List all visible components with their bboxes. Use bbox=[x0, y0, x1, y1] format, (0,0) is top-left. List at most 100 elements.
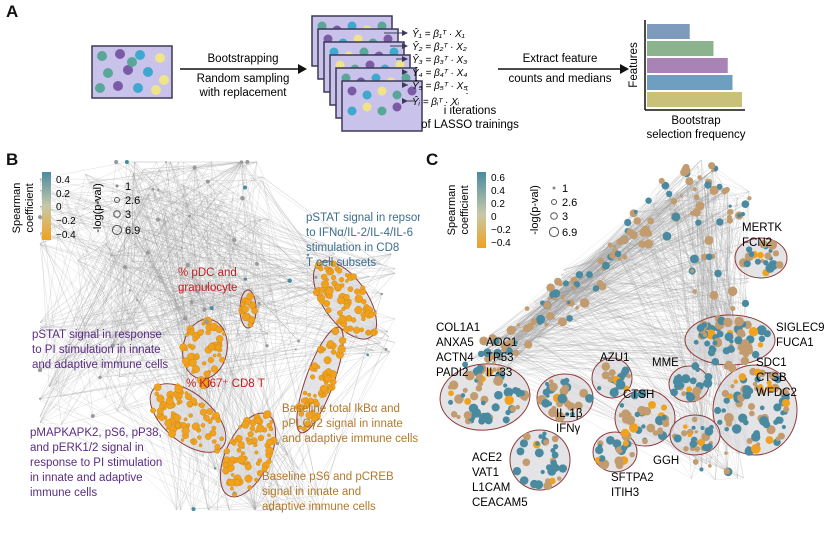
network-edge bbox=[39, 206, 261, 220]
network-edge bbox=[524, 334, 711, 358]
network-node bbox=[557, 393, 568, 404]
network-edge bbox=[245, 264, 382, 280]
network-node bbox=[353, 326, 361, 334]
network-node bbox=[766, 384, 775, 393]
network-edge bbox=[157, 247, 183, 277]
network-node bbox=[98, 375, 102, 380]
network-node bbox=[652, 430, 659, 436]
svg-text:SDC1: SDC1 bbox=[756, 357, 787, 369]
bootstrap-dot bbox=[407, 86, 417, 96]
network-edge bbox=[190, 303, 260, 511]
network-node bbox=[345, 314, 353, 322]
network-node bbox=[227, 478, 236, 487]
network-edge bbox=[39, 167, 195, 423]
svg-text:SFTPA2: SFTPA2 bbox=[611, 472, 654, 484]
network-edge bbox=[39, 210, 139, 417]
network-edge bbox=[39, 178, 196, 363]
network-edge bbox=[39, 178, 162, 301]
network-node bbox=[723, 397, 730, 404]
network-node bbox=[240, 196, 245, 201]
network-edge bbox=[59, 348, 297, 397]
network-node bbox=[380, 292, 384, 296]
network-node bbox=[456, 414, 461, 420]
network-node bbox=[670, 388, 678, 397]
network-edge bbox=[80, 333, 268, 336]
network-edge bbox=[254, 220, 317, 288]
network-node bbox=[203, 415, 210, 422]
network-node bbox=[752, 381, 758, 387]
network-node bbox=[564, 400, 572, 408]
network-edge bbox=[134, 161, 153, 190]
network-node bbox=[542, 388, 550, 396]
equation-arrowhead bbox=[402, 43, 408, 49]
network-node bbox=[555, 412, 566, 422]
network-edge bbox=[112, 318, 186, 346]
network-node bbox=[567, 300, 571, 305]
network-node bbox=[717, 419, 723, 425]
network-node bbox=[704, 235, 714, 245]
network-edge bbox=[730, 198, 750, 279]
network-edge bbox=[123, 185, 185, 217]
network-node bbox=[256, 470, 263, 477]
network-node bbox=[585, 393, 594, 403]
equation-arrowhead bbox=[402, 30, 408, 36]
network-node bbox=[541, 399, 551, 408]
network-node bbox=[748, 326, 759, 337]
network-node bbox=[622, 440, 629, 447]
sample-dot bbox=[103, 68, 113, 78]
network-node bbox=[191, 507, 196, 511]
spearman-legend: Spearman coefficient 0.4 0.2 0 −0.2 −0.4 bbox=[11, 172, 76, 241]
network-edge bbox=[99, 249, 148, 378]
network-node bbox=[721, 188, 728, 195]
label-pstat-cd8: pSTAT signal in repsonse to IFNα/IL-2/IL… bbox=[306, 212, 420, 269]
sample-dot bbox=[143, 67, 153, 77]
sample-dot bbox=[159, 75, 169, 85]
network-edge bbox=[39, 190, 165, 223]
label-azu: AZU1 bbox=[600, 352, 629, 364]
network-edge bbox=[85, 174, 344, 262]
network-node bbox=[595, 445, 604, 455]
spearman-tick: −0.4 bbox=[491, 238, 511, 249]
network-node bbox=[330, 378, 337, 386]
network-edge bbox=[39, 231, 133, 417]
bootstrap-dot bbox=[347, 86, 357, 96]
network-edge bbox=[39, 244, 107, 369]
network-node bbox=[122, 265, 128, 270]
network-node bbox=[128, 289, 131, 292]
network-edge bbox=[129, 290, 268, 346]
network-node bbox=[240, 451, 246, 456]
network-edge bbox=[563, 244, 643, 270]
network-edge bbox=[96, 201, 194, 510]
frequency-bar bbox=[647, 92, 742, 107]
network-node bbox=[233, 238, 236, 242]
network-edge bbox=[39, 286, 207, 329]
network-node bbox=[580, 298, 590, 308]
network-edge bbox=[560, 213, 720, 296]
network-node bbox=[629, 451, 635, 458]
network-node bbox=[767, 240, 778, 250]
network-node bbox=[655, 416, 663, 423]
network-edge bbox=[39, 216, 125, 417]
network-edge bbox=[494, 369, 703, 456]
network-node bbox=[566, 315, 573, 322]
network-node bbox=[366, 330, 371, 335]
network-edge bbox=[39, 349, 296, 370]
network-edge bbox=[126, 291, 174, 314]
network-edge bbox=[194, 166, 202, 285]
network-node bbox=[475, 385, 483, 392]
network-edge bbox=[619, 188, 718, 260]
network-node bbox=[723, 317, 733, 328]
network-node bbox=[244, 463, 252, 471]
bootstrap-dot bbox=[392, 102, 402, 112]
network-node bbox=[153, 383, 162, 392]
svg-text:ACE2: ACE2 bbox=[472, 452, 502, 464]
network-node bbox=[222, 467, 230, 475]
network-node bbox=[751, 350, 760, 359]
network-node bbox=[313, 368, 318, 372]
spearman-title-1: Spearman bbox=[446, 185, 458, 236]
spearman-tick: −0.2 bbox=[491, 225, 511, 236]
step2-line1: Extract feature bbox=[523, 53, 598, 65]
network-node bbox=[354, 306, 363, 315]
network-edge bbox=[132, 196, 208, 322]
network-node bbox=[475, 373, 484, 381]
